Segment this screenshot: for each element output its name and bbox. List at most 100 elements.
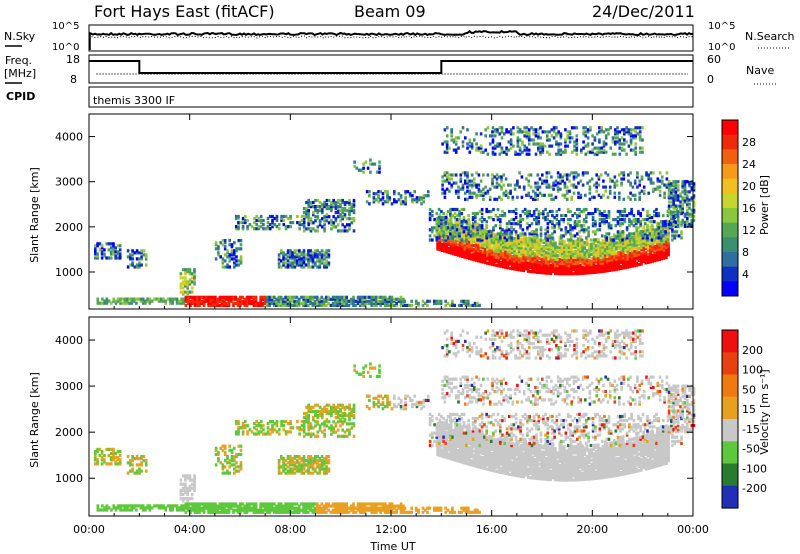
power-cell [280, 249, 283, 253]
power-cell [514, 230, 518, 234]
power-cell [356, 301, 360, 305]
power-cell [178, 301, 181, 305]
power-cell [683, 212, 687, 216]
power-cell [454, 240, 457, 244]
power-cell [551, 257, 555, 261]
power-cell [633, 235, 636, 239]
power-cell [605, 232, 608, 236]
power-cell [449, 249, 453, 253]
power-cell [646, 214, 649, 218]
power-cell [554, 183, 558, 187]
power-cell [263, 297, 267, 301]
power-cell [463, 245, 467, 249]
velocity-cell [223, 510, 226, 514]
power-cell [437, 236, 441, 240]
power-cell [642, 189, 646, 193]
power-cell [652, 181, 655, 185]
power-cell [569, 270, 573, 274]
velocity-cell [245, 502, 249, 506]
power-cell [458, 219, 462, 223]
power-cell [517, 236, 520, 240]
power-cell [443, 150, 447, 154]
power-cell [474, 234, 478, 238]
power-cell [468, 242, 471, 246]
power-cell [343, 229, 347, 233]
power-cell [688, 214, 691, 218]
velocity-cell [171, 506, 174, 510]
power-cell [587, 230, 590, 234]
nave-right-tick-top: 60 [707, 53, 721, 66]
power-cell [615, 261, 618, 265]
power-cell [428, 214, 432, 218]
power-cell [640, 258, 643, 262]
power-cell [520, 250, 523, 254]
power-cell [481, 256, 485, 260]
y-tick-label: 3000 [55, 176, 83, 189]
power-cell [445, 134, 449, 138]
power-cell [534, 134, 538, 138]
power-cell [284, 225, 288, 229]
power-cell [325, 299, 328, 303]
power-cell [644, 243, 648, 247]
power-cell [205, 299, 208, 303]
velocity-cell [103, 508, 106, 512]
power-cell [239, 239, 243, 243]
power-cell [492, 253, 496, 257]
power-cell [322, 299, 326, 303]
power-cell [579, 263, 582, 267]
power-cell [327, 215, 331, 219]
power-cell [226, 249, 229, 253]
power-cell [515, 247, 519, 251]
power-cell [461, 252, 464, 256]
power-cell [480, 230, 484, 234]
power-cell [435, 236, 439, 240]
power-cell [602, 148, 606, 152]
power-cell [639, 214, 642, 218]
power-cell [445, 179, 449, 183]
power-cell [481, 240, 485, 244]
power-cell [613, 247, 616, 251]
power-cell [542, 267, 546, 271]
power-cell [540, 269, 544, 273]
power-cell [533, 266, 537, 270]
velocity-cell [286, 506, 290, 510]
power-cell [653, 228, 657, 232]
power-cell [574, 243, 578, 247]
power-cell [223, 247, 227, 251]
power-cell [567, 243, 571, 247]
power-cell [597, 262, 600, 266]
power-cell [626, 255, 630, 259]
power-cell [574, 263, 578, 268]
power-cell [464, 303, 468, 307]
power-cell [259, 214, 263, 219]
cpid-panel: CPID themis 3300 IF [6, 86, 694, 108]
velocity-cell [114, 506, 118, 510]
velocity-cell [243, 504, 247, 508]
power-cell [660, 253, 664, 257]
power-cell [451, 301, 454, 305]
power-cell [96, 301, 100, 305]
power-cell [671, 230, 674, 234]
power-cell [227, 301, 231, 305]
velocity-cell [252, 504, 256, 508]
power-cell [520, 254, 523, 258]
power-cell [541, 181, 544, 185]
power-cell [366, 166, 370, 170]
power-cell [581, 261, 584, 265]
power-cell [181, 276, 185, 280]
power-cell [546, 130, 549, 134]
power-cell [214, 295, 217, 299]
power-cell [667, 190, 671, 194]
power-cell [266, 225, 270, 229]
power-cell [325, 207, 329, 211]
velocity-cell [211, 504, 215, 508]
velocity-cell [193, 504, 197, 508]
velocity-cell [268, 504, 271, 508]
velocity-cell [313, 510, 317, 514]
velocity-cell [291, 506, 294, 510]
power-cell [635, 261, 639, 265]
power-cell [551, 209, 554, 214]
power-cell [667, 200, 671, 204]
power-cell [610, 242, 614, 246]
power-cell [579, 265, 582, 269]
